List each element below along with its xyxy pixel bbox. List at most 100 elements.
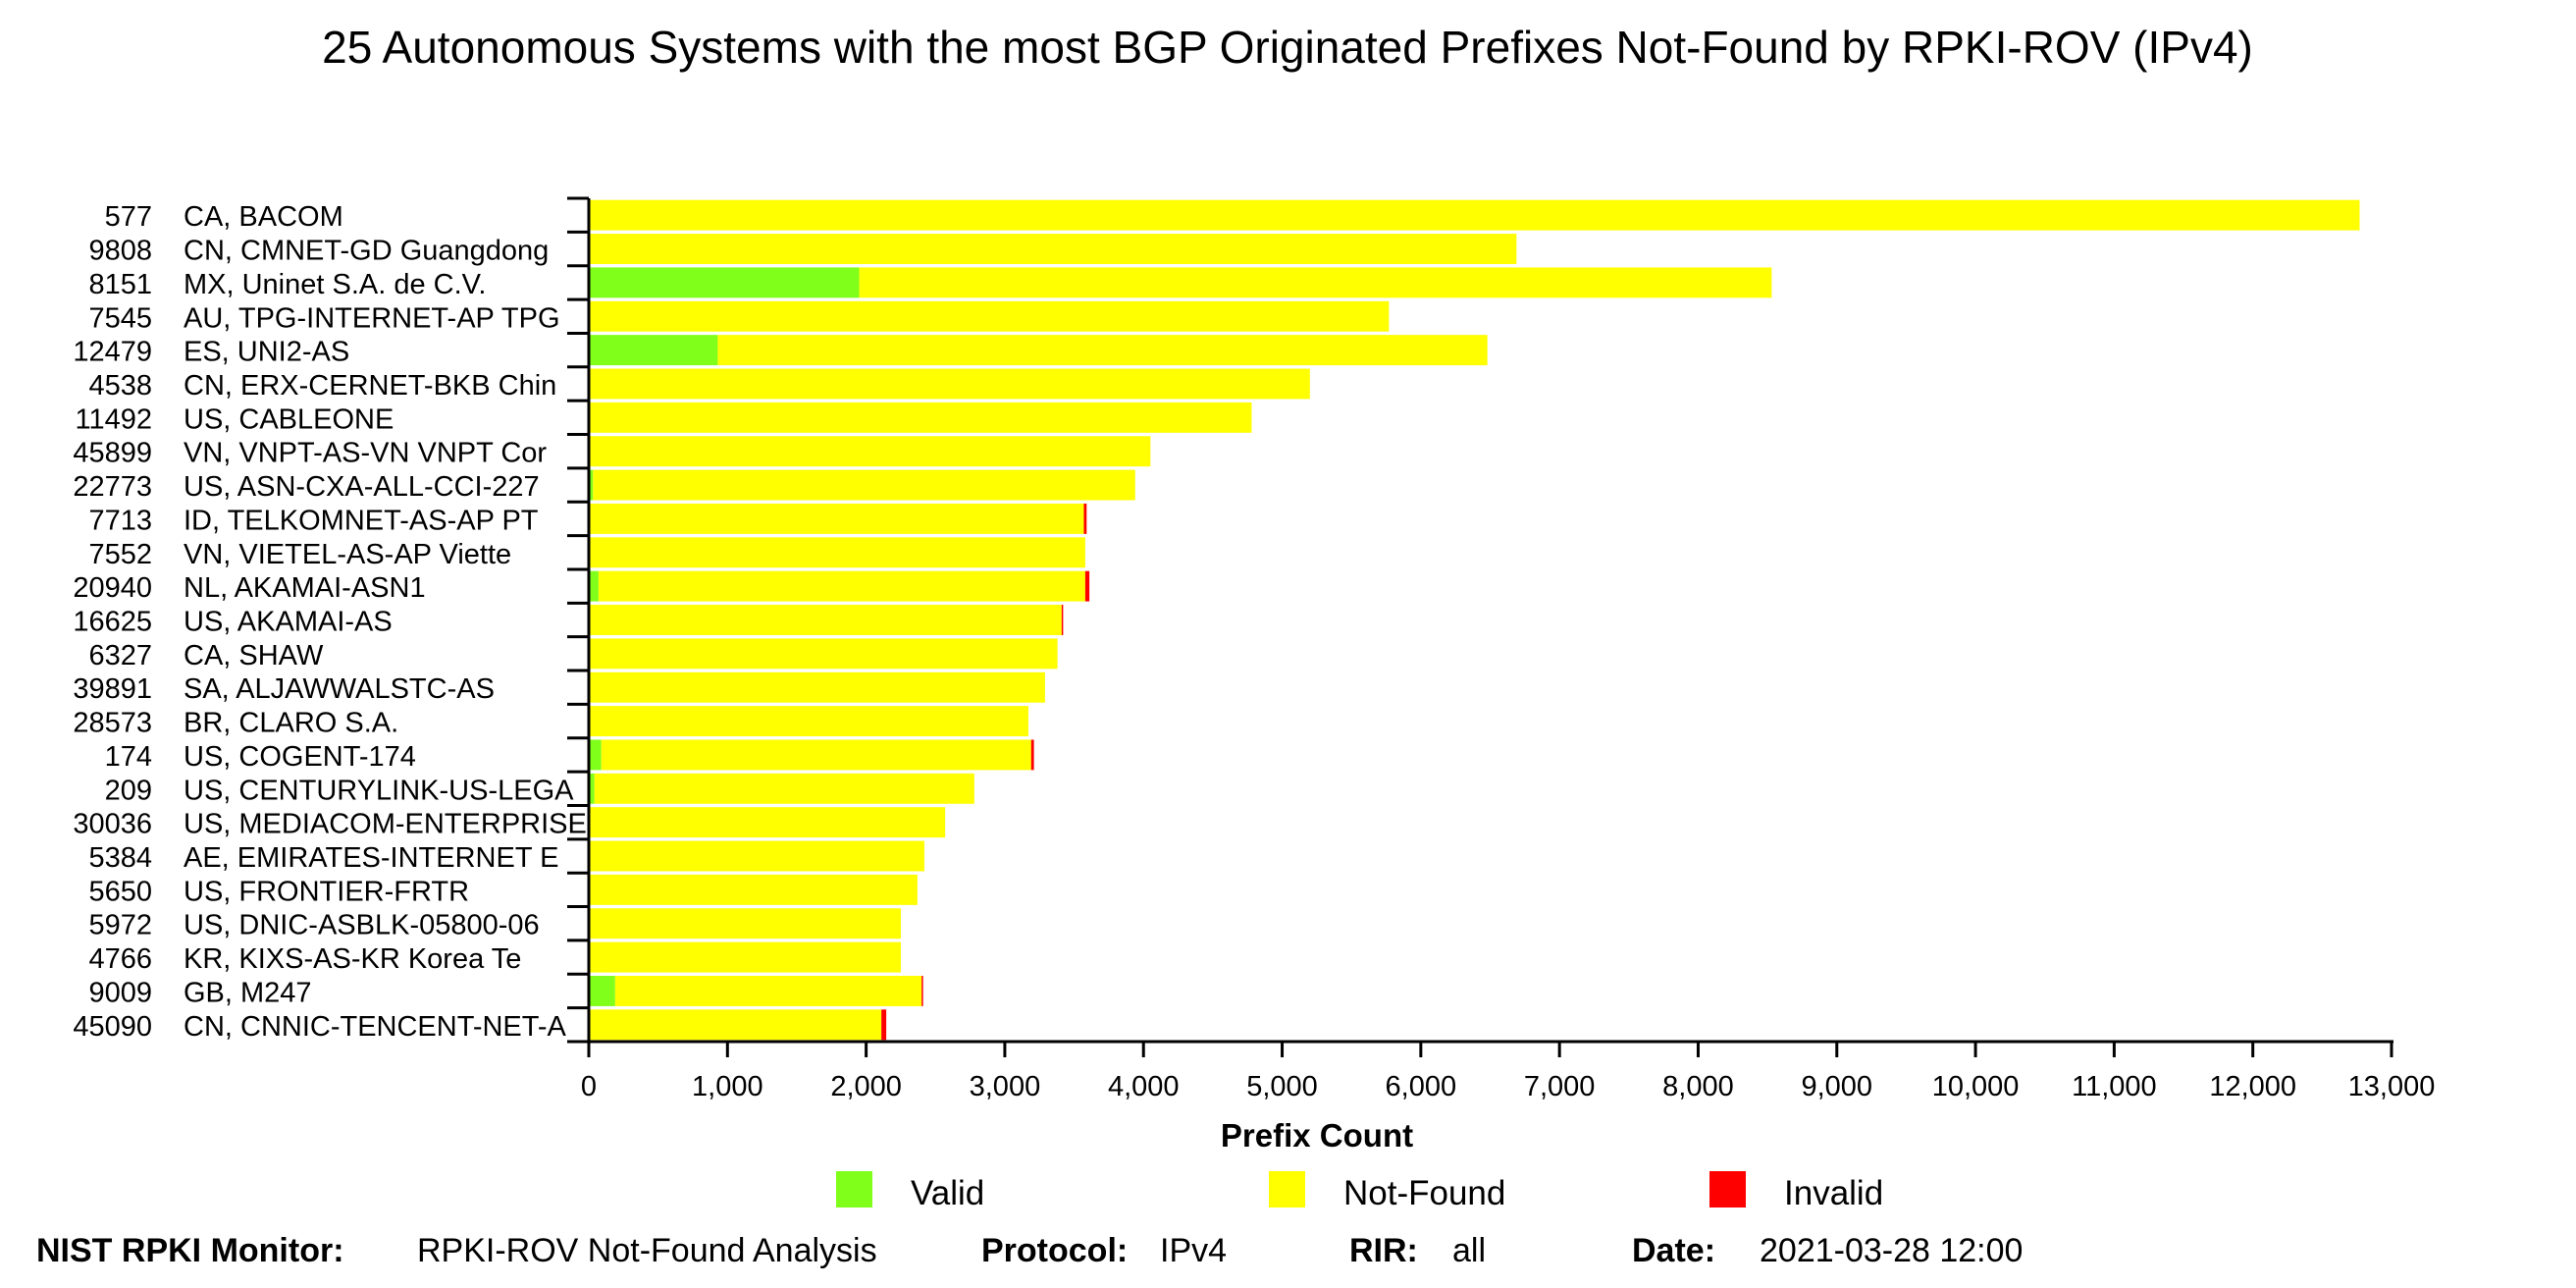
y-label-name: KR, KIXS-AS-KR Korea Te [184, 943, 521, 975]
x-tick-label: 0 [581, 1071, 597, 1102]
x-tick-label: 1,000 [692, 1071, 763, 1102]
bar-not-found [601, 739, 1031, 771]
footer-rir-value: all [1452, 1232, 1487, 1269]
y-label-name: NL, AKAMAI-ASN1 [184, 572, 426, 604]
y-label-name: ID, TELKOMNET-AS-AP PT [184, 505, 539, 536]
y-label-asn: 11492 [76, 403, 153, 435]
legend: Valid Not-Found Invalid [836, 1171, 1883, 1212]
y-label-asn: 7545 [88, 302, 152, 334]
y-label-asn: 9808 [88, 236, 152, 267]
bar-not-found [614, 975, 922, 1006]
bars [589, 199, 2360, 1041]
y-label-asn: 7713 [88, 505, 152, 536]
y-axis-labels: 577 CA, BACOM 9808 CN, CMNET-GD Guangdong 81… [73, 201, 587, 1043]
y-label-name: CN, CNNIC-TENCENT-NET-A [184, 1011, 567, 1043]
x-tick-label: 5,000 [1246, 1071, 1318, 1102]
y-label-name: US, DNIC-ASBLK-05800-06 [184, 910, 540, 941]
x-axis-label: Prefix Count [1221, 1117, 1413, 1154]
y-label-name: US, COGENT-174 [184, 741, 416, 773]
axes: 0 1,000 2,000 3,000 4,000 5,000 6,000 7,000 8,00… [567, 196, 2436, 1102]
y-label-name: US, CABLEONE [184, 403, 394, 435]
bar-valid [589, 975, 615, 1006]
x-tick-label: 13,000 [2348, 1071, 2436, 1102]
bar-not-found [589, 402, 1252, 433]
y-label-asn: 5650 [88, 876, 152, 907]
bar-invalid [921, 975, 923, 1006]
x-tick-label: 10,000 [1932, 1071, 2020, 1102]
bar-not-found [589, 436, 1151, 467]
bar-valid [589, 773, 595, 804]
y-label-asn: 22773 [73, 471, 152, 503]
y-label-asn: 6327 [88, 640, 152, 671]
y-label-asn: 5384 [88, 842, 152, 874]
bar-not-found [589, 638, 1058, 670]
bar-not-found [589, 874, 918, 905]
bar-invalid [1083, 503, 1087, 534]
y-label-name: CA, BACOM [184, 201, 343, 233]
footer-date-label: Date: [1632, 1232, 1716, 1269]
x-tick-label: 8,000 [1662, 1071, 1734, 1102]
bar-valid [589, 739, 602, 771]
bar-not-found [594, 773, 974, 804]
bar-not-found [589, 908, 901, 939]
y-label-asn: 39891 [73, 673, 152, 705]
y-label-name: US, AKAMAI-AS [184, 607, 393, 638]
x-tick-label: 2,000 [830, 1071, 902, 1102]
y-label-name: SA, ALJAWWALSTC-AS [184, 673, 495, 705]
footer-date-value: 2021-03-28 12:00 [1760, 1232, 2024, 1269]
footer-monitor-label: NIST RPKI Monitor: [36, 1232, 344, 1269]
bar-not-found [859, 267, 1772, 298]
y-label-name: US, FRONTIER-FRTR [184, 876, 469, 907]
footer-rir-label: RIR: [1349, 1232, 1418, 1269]
x-tick-label: 3,000 [970, 1071, 1041, 1102]
footer-info: NIST RPKI Monitor: RPKI-ROV Not-Found An… [0, 1232, 2576, 1281]
y-label-asn: 28573 [73, 708, 152, 739]
y-label-asn: 174 [105, 741, 152, 773]
y-label-name: BR, CLARO S.A. [184, 708, 398, 739]
y-label-asn: 30036 [73, 809, 152, 840]
y-label-asn: 9009 [88, 977, 152, 1008]
chart-title: 25 Autonomous Systems with the most BGP … [322, 22, 2253, 73]
y-label-name: US, CENTURYLINK-US-LEGA [184, 775, 574, 806]
bar-not-found [589, 368, 1310, 400]
x-tick-label: 6,000 [1386, 1071, 1457, 1102]
bar-not-found [589, 605, 1062, 635]
bar-not-found [589, 537, 1085, 568]
y-label-name: GB, M247 [184, 977, 312, 1008]
bar-valid [589, 335, 718, 366]
legend-swatch-invalid [1709, 1171, 1746, 1208]
y-label-asn: 16625 [73, 607, 152, 638]
y-label-asn: 577 [105, 201, 152, 233]
footer-monitor-value: RPKI-ROV Not-Found Analysis [417, 1232, 877, 1269]
bar-valid [589, 469, 594, 501]
y-label-name: AE, EMIRATES-INTERNET E [184, 842, 558, 874]
bar-not-found [589, 199, 2360, 231]
bar-invalid [1084, 570, 1090, 602]
bar-not-found [589, 503, 1084, 534]
y-label-asn: 45090 [73, 1011, 152, 1043]
y-label-asn: 209 [105, 775, 152, 806]
y-label-asn: 4538 [88, 370, 152, 402]
bar-valid [589, 267, 860, 298]
y-label-name: US, ASN-CXA-ALL-CCI-227 [184, 471, 540, 503]
y-label-name: AU, TPG-INTERNET-AP TPG [184, 302, 560, 334]
y-label-name: CN, CMNET-GD Guangdong [184, 236, 549, 267]
bar-not-found [589, 300, 1390, 332]
y-label-name: VN, VIETEL-AS-AP Viette [184, 539, 511, 570]
bar-not-found [589, 807, 946, 838]
y-label-name: VN, VNPT-AS-VN VNPT Cor [184, 438, 547, 469]
y-label-asn: 12479 [73, 337, 152, 368]
y-label-name: ES, UNI2-AS [184, 337, 349, 368]
y-label-name: CN, ERX-CERNET-BKB Chin [184, 370, 556, 402]
bar-invalid [1030, 739, 1034, 771]
y-label-name: CA, SHAW [184, 640, 324, 671]
x-tick-label: 12,000 [2209, 1071, 2296, 1102]
bar-invalid [881, 1009, 887, 1041]
legend-label-valid: Valid [911, 1174, 984, 1212]
bar-not-found [598, 570, 1085, 602]
bar-not-found [589, 840, 924, 872]
bar-not-found [589, 1009, 882, 1041]
bar-not-found [593, 469, 1135, 501]
footer-protocol-label: Protocol: [981, 1232, 1129, 1269]
bar-not-found [589, 941, 901, 973]
